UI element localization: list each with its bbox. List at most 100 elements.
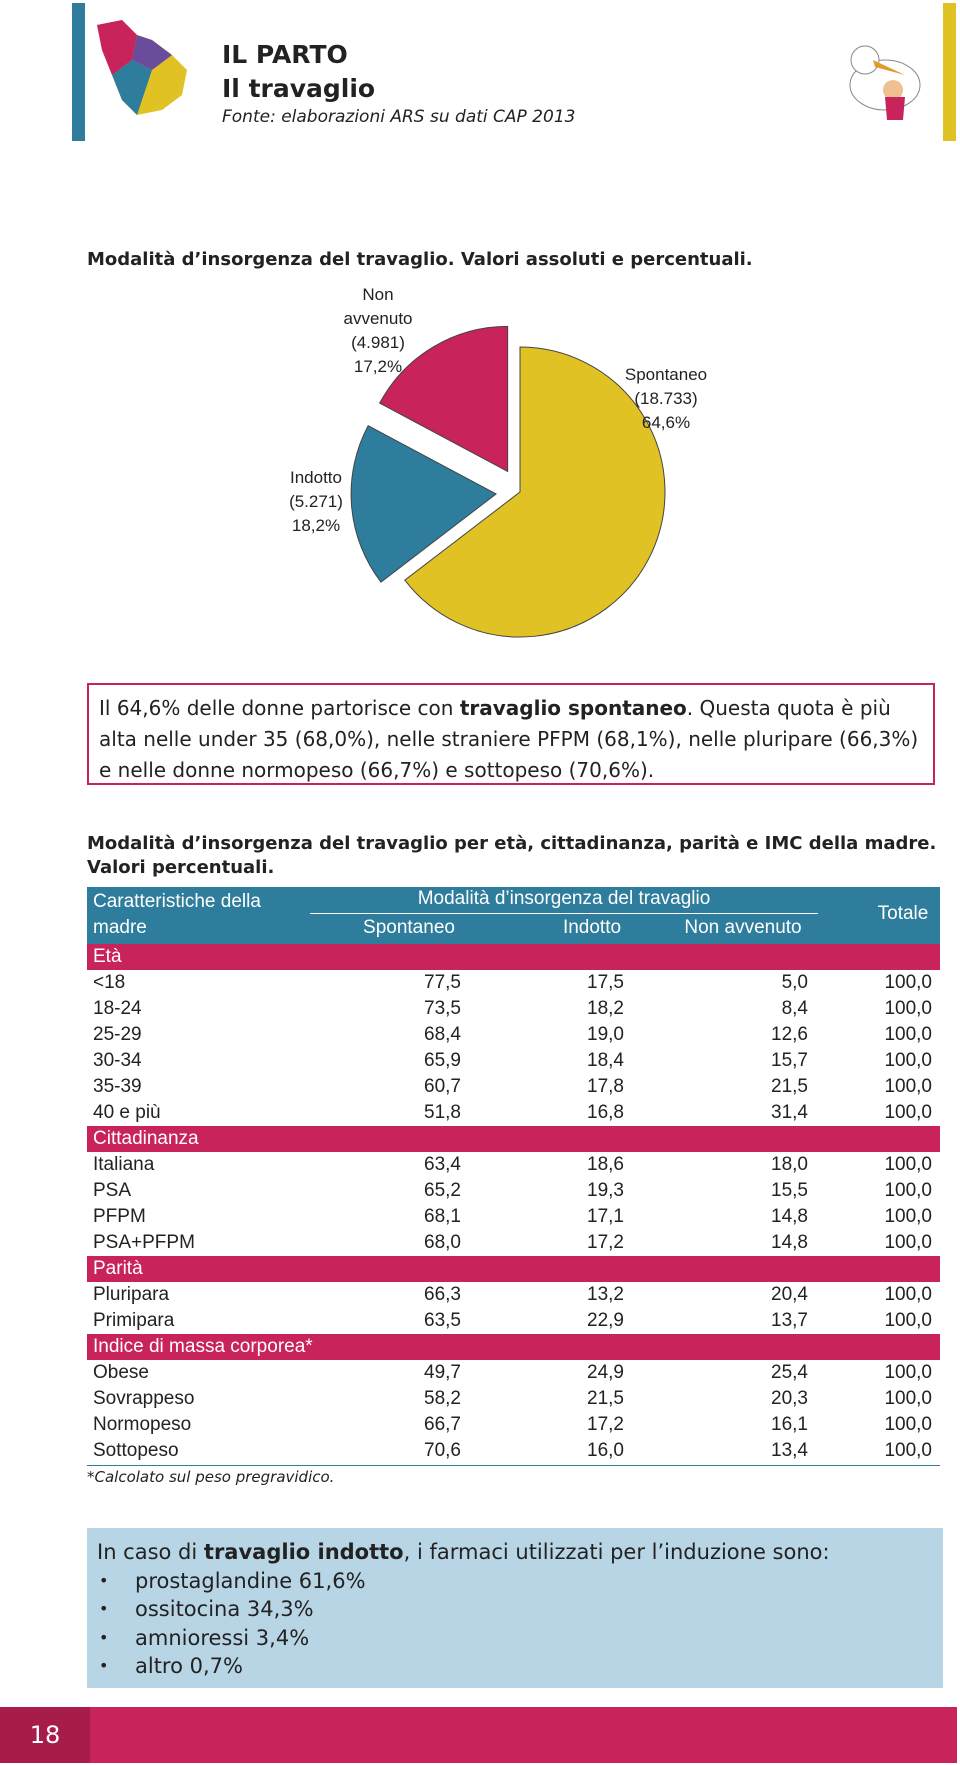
- map-icon: [97, 20, 187, 115]
- cell: 18,6: [587, 1154, 624, 1175]
- table-row: Normopeso 66,7 17,2 16,1 100,0: [87, 1412, 940, 1438]
- table-row: Sovrappeso 58,2 21,5 20,3 100,0: [87, 1386, 940, 1412]
- table-row: Sottopeso 70,6 16,0 13,4 100,0: [87, 1438, 940, 1464]
- table-header: Caratteristiche della madre Modalità d’i…: [87, 887, 940, 944]
- table-rule: [87, 1465, 940, 1466]
- cell: 18,2: [587, 998, 624, 1019]
- cell: 18,0: [771, 1154, 808, 1175]
- column-header: Spontaneo: [363, 917, 455, 938]
- cell: 58,2: [424, 1388, 461, 1409]
- table-title: Modalità d’insorgenza del travaglio per …: [87, 833, 937, 878]
- pie-label: Indotto (5.271) 18,2%: [266, 466, 366, 538]
- row-label: 25-29: [93, 1024, 142, 1045]
- cell: 100,0: [884, 1284, 932, 1305]
- cell: 24,9: [587, 1362, 624, 1383]
- cell: 25,4: [771, 1362, 808, 1383]
- table-row: <18 77,5 17,5 5,0 100,0: [87, 970, 940, 996]
- header-bar: [943, 3, 956, 141]
- list-item: • ossitocina 34,3%: [97, 1595, 933, 1624]
- item-text: prostaglandine 61,6%: [135, 1568, 366, 1593]
- row-label: PSA+PFPM: [93, 1232, 195, 1253]
- cell: 68,4: [424, 1024, 461, 1045]
- cell: 73,5: [424, 998, 461, 1019]
- category-label: Indotto: [290, 468, 342, 487]
- row-label: <18: [93, 972, 126, 993]
- pie-label: Spontaneo (18.733) 64,6%: [611, 363, 721, 435]
- table-row: PSA+PFPM 68,0 17,2 14,8 100,0: [87, 1230, 940, 1256]
- group-row: Età: [87, 944, 940, 970]
- cell: 100,0: [884, 1076, 932, 1097]
- row-label: 40 e più: [93, 1102, 161, 1123]
- count-label: (18.733): [634, 389, 698, 408]
- table-row: PFPM 68,1 17,1 14,8 100,0: [87, 1204, 940, 1230]
- table-row: PSA 65,2 19,3 15,5 100,0: [87, 1178, 940, 1204]
- stork-icon: [849, 45, 921, 120]
- cell: 17,5: [587, 972, 624, 993]
- cell: 16,8: [587, 1102, 624, 1123]
- cell: 100,0: [884, 1180, 932, 1201]
- bullet: •: [99, 1599, 109, 1618]
- cell: 65,2: [424, 1180, 461, 1201]
- group-label: Parità: [93, 1258, 143, 1279]
- cell: 63,5: [424, 1310, 461, 1331]
- chart-title: Modalità d’insorgenza del travaglio. Val…: [87, 249, 753, 270]
- total-header: Totale: [877, 903, 929, 924]
- cell: 16,1: [771, 1414, 808, 1435]
- value-label: 17,2%: [353, 357, 403, 376]
- row-label: Pluripara: [93, 1284, 170, 1305]
- cell: 70,6: [424, 1440, 461, 1461]
- pie-slice: [404, 346, 666, 638]
- cell: 100,0: [884, 1024, 932, 1045]
- header-rule: [310, 913, 818, 914]
- item-text: altro 0,7%: [135, 1654, 243, 1678]
- list-item: • amnioressi 3,4%: [97, 1624, 933, 1653]
- cell: 77,5: [424, 972, 461, 993]
- box-intro: In caso di travaglio indotto, i farmaci …: [97, 1538, 933, 1567]
- cell: 13,7: [771, 1310, 808, 1331]
- callout-bold: travaglio spontaneo: [459, 696, 687, 720]
- group-row: Parità: [87, 1256, 940, 1282]
- list-item: • altro 0,7%: [97, 1652, 933, 1681]
- cell: 100,0: [884, 1362, 932, 1383]
- pie-slice: [350, 425, 498, 583]
- row-label: Primipara: [93, 1310, 175, 1331]
- cell: 31,4: [771, 1102, 808, 1123]
- pie-chart: [350, 325, 666, 638]
- cell: 17,1: [587, 1206, 624, 1227]
- cell: 5,0: [781, 972, 808, 993]
- cell: 18,4: [587, 1050, 624, 1071]
- table-row: 40 e più 51,8 16,8 31,4 100,0: [87, 1100, 940, 1126]
- cell: 49,7: [424, 1362, 461, 1383]
- row-header: Caratteristiche della madre: [93, 891, 261, 938]
- group-header: Modalità d’insorgenza del travaglio: [417, 888, 711, 909]
- table-row: Pluripara 66,3 13,2 20,4 100,0: [87, 1282, 940, 1308]
- cell: 65,9: [424, 1050, 461, 1071]
- row-label: 18-24: [93, 998, 142, 1019]
- row-label: Italiana: [93, 1154, 155, 1175]
- cell: 17,8: [587, 1076, 624, 1097]
- cell: 51,8: [424, 1102, 461, 1123]
- cell: 100,0: [884, 1310, 932, 1331]
- item-text: amnioressi 3,4%: [135, 1625, 310, 1650]
- cell: 100,0: [884, 1050, 932, 1071]
- count-label: (5.271): [289, 492, 343, 511]
- table-row: 30-34 65,9 18,4 15,7 100,0: [87, 1048, 940, 1074]
- row-label: Sottopeso: [93, 1440, 179, 1461]
- cell: 60,7: [424, 1076, 461, 1097]
- row-label: 35-39: [93, 1076, 142, 1097]
- cell: 100,0: [884, 1440, 932, 1461]
- column-header: Non avvenuto: [684, 917, 802, 938]
- box-text: , i farmaci utilizzati per l’induzione s…: [403, 1540, 830, 1564]
- header-subtitle: Il travaglio: [222, 74, 376, 103]
- table-row: 18-24 73,5 18,2 8,4 100,0: [87, 996, 940, 1022]
- cell: 68,1: [424, 1206, 461, 1227]
- table-row: Obese 49,7 24,9 25,4 100,0: [87, 1360, 940, 1386]
- cell: 66,7: [424, 1414, 461, 1435]
- bullet: •: [99, 1570, 109, 1590]
- callout: Il 64,6% delle donne partorisce con trav…: [87, 683, 935, 785]
- header-bar: [72, 3, 85, 141]
- value-label: 64,6%: [641, 413, 691, 432]
- category-label: Spontaneo: [624, 365, 708, 384]
- cell: 66,3: [424, 1284, 461, 1305]
